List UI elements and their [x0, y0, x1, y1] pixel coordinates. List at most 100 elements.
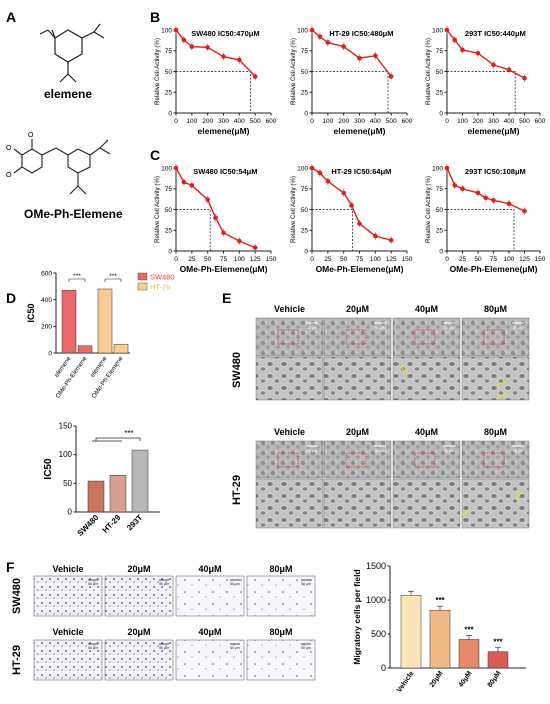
- zoom-region-box: [345, 329, 367, 345]
- y-tick-label: 200: [41, 324, 52, 331]
- scale-bar-label: 50 μm: [88, 582, 98, 586]
- y-tick-label: 100: [297, 27, 308, 34]
- legend-swatch: [137, 272, 148, 281]
- scale-bar-label: 50 μm: [513, 449, 523, 453]
- chart-c1-sw480-omephelemene: 0 25 50 75 100 0 25 50 75 100 125 150 SW480 IC50:54μ…: [154, 164, 277, 274]
- data-point: [452, 183, 458, 188]
- data-point: [373, 53, 378, 59]
- x-tick-label: 200: [202, 118, 213, 125]
- x-tick-label: 293T: [125, 513, 144, 532]
- y-tick-label: 75: [436, 186, 444, 193]
- data-point: [522, 75, 527, 81]
- legend-label: HT-29: [150, 283, 170, 292]
- scale-bar-label: 50 μm: [375, 326, 385, 330]
- y-tick-label: 25: [301, 90, 309, 97]
- x-tick-label: 100: [322, 118, 333, 125]
- chart-title: SW480 IC50:54μM: [193, 167, 257, 176]
- x-tick-label: 100: [234, 256, 245, 263]
- x-tick-label: 200: [473, 118, 484, 125]
- y-axis-label: Relative Cell Activity (%): [154, 176, 161, 243]
- panel-label-b: B: [150, 9, 160, 25]
- x-tick-label: 200: [338, 118, 349, 125]
- micrograph-zoom: [323, 478, 392, 529]
- transwell-image: [175, 575, 245, 617]
- data-point: [475, 50, 481, 56]
- methoxy-label-3: O: [6, 172, 12, 179]
- ome-ph-elemene-structure: [13, 139, 111, 195]
- y-tick-label: 25: [301, 228, 309, 235]
- panel-label-a: A: [6, 9, 16, 25]
- panel-f-transwell-images: Vehicle 50 μm 20μM 50 μm 40μM 50 μm 80μM 50 μm S…: [11, 564, 316, 681]
- x-tick-label: 25: [459, 256, 467, 263]
- x-tick-label: 75: [220, 256, 228, 263]
- x-tick-label: 0: [174, 118, 178, 125]
- x-tick-label: 0: [310, 118, 314, 125]
- zoom-region-box: [277, 452, 299, 468]
- x-axis-label: elemene(μM): [334, 126, 386, 136]
- transwell-image: [104, 639, 174, 681]
- condition-label: 20μM: [127, 564, 150, 574]
- x-tick-label: 300: [354, 118, 365, 125]
- y-tick-label: 100: [432, 27, 443, 34]
- micrograph-zoom: [461, 356, 530, 401]
- significance-label: ***: [109, 273, 117, 280]
- x-tick-label: 100: [186, 118, 197, 125]
- y-tick-label: 100: [161, 27, 172, 34]
- arrow-indicator: [515, 489, 524, 501]
- micrograph-overview: [461, 440, 530, 479]
- structure-label-elemene: elemene: [44, 87, 92, 101]
- data-point: [181, 179, 187, 185]
- arrow-indicator: [399, 365, 409, 376]
- panel-e-micrographs: Vehicle 50 μm 20μM 50 μm 40μM 50 μm 80μM 50 μm S…: [231, 304, 530, 529]
- y-tick-label: 25: [436, 228, 444, 235]
- y-axis-label: Relative Cell Activity (%): [290, 176, 297, 243]
- data-point: [388, 74, 394, 79]
- x-tick-label: 100: [370, 256, 381, 263]
- y-tick-label: 0: [439, 248, 443, 255]
- chart-b3-293t-elemene: 0 25 50 75 100 0 100 200 300 400 500 600 293T IC50:4…: [425, 26, 546, 136]
- ic50-guide-line: [312, 209, 353, 251]
- x-tick-label: 500: [386, 118, 397, 125]
- chart-c3-293t-omephelemene: 0 25 50 75 100 0 25 50 75 100 125 150 293T IC50:108μ…: [425, 164, 546, 274]
- y-tick-label: 25: [165, 228, 173, 235]
- x-tick-label: 600: [535, 118, 546, 125]
- y-axis-label: Relative Cell Activity (%): [290, 38, 297, 105]
- scale-bar-label: 50 μm: [159, 646, 169, 650]
- arrow-indicator: [496, 380, 508, 387]
- x-tick-label: 500: [519, 118, 530, 125]
- condition-label: Vehicle: [274, 427, 305, 437]
- chart-title: HT-29 IC50:64μM: [331, 167, 391, 176]
- y-tick-label: 150: [59, 422, 73, 431]
- bar: [97, 288, 113, 354]
- x-tick-label: SW480: [75, 513, 100, 538]
- bar: [61, 290, 77, 354]
- transwell-image: [246, 639, 316, 681]
- transwell-image: [104, 575, 174, 617]
- condition-label: 80μM: [269, 564, 292, 574]
- transwell-image: [175, 639, 245, 681]
- data-point: [357, 55, 362, 61]
- data-point: [341, 190, 346, 196]
- significance-label: ***: [124, 429, 133, 438]
- y-axis-label: Relative Cell Activity (%): [154, 38, 161, 105]
- micrograph-overview: [323, 317, 392, 357]
- bar: [131, 449, 149, 513]
- arrow-indicator: [496, 392, 508, 399]
- x-axis-label: elemene(μM): [468, 126, 520, 136]
- data-point: [491, 198, 496, 203]
- data-point: [357, 221, 362, 226]
- series-line: [175, 167, 256, 249]
- y-tick-label: 75: [301, 186, 309, 193]
- data-point: [189, 44, 195, 49]
- y-tick-label: 75: [165, 186, 173, 193]
- chart-title: 293T IC50:440μM: [465, 29, 526, 38]
- transwell-image: [33, 575, 103, 617]
- x-tick-label: 80μM: [487, 670, 503, 689]
- panel-label-e: E: [222, 290, 231, 306]
- data-point: [325, 40, 331, 45]
- elemene-structure: [39, 23, 105, 83]
- significance-label: ***: [493, 638, 503, 647]
- x-axis-label: OMe-Ph-Elemene(μM): [316, 264, 404, 274]
- y-tick-label: 0: [439, 110, 443, 117]
- y-tick-label: 25: [165, 90, 173, 97]
